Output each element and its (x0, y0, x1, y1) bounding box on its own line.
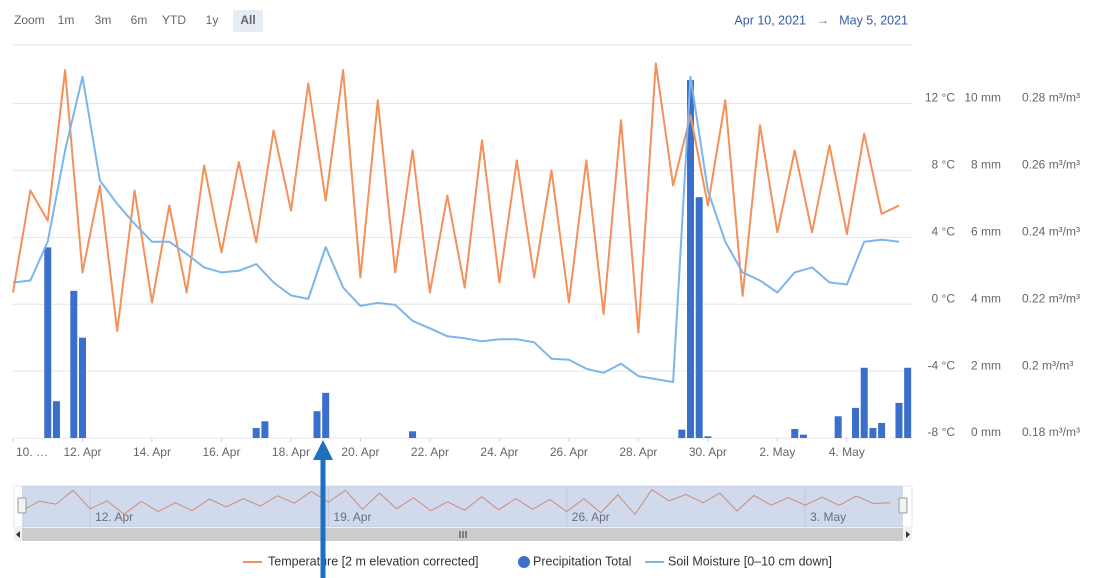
y2-tick-label: 0 mm (971, 425, 1001, 439)
x-tick-label: 10. … (16, 445, 48, 459)
bar (895, 402, 903, 438)
series-line (12, 62, 900, 334)
bar (252, 427, 260, 438)
x-tick-label: 4. May (829, 445, 865, 459)
bar (904, 367, 912, 438)
zoom-label: Zoom (14, 13, 45, 27)
navigator-mask (22, 486, 903, 527)
bar (791, 428, 799, 438)
bar (70, 290, 78, 438)
legend-label[interactable]: Temperature [2 m elevation corrected] (268, 554, 479, 568)
x-tick-label: 28. Apr (619, 445, 657, 459)
x-tick-label: 26. Apr (550, 445, 588, 459)
range-button[interactable]: All (240, 13, 255, 27)
bar (834, 416, 842, 438)
bar (704, 436, 712, 438)
y3-tick-label: 0.22 m³/m³ (1022, 291, 1080, 305)
y-tick-label: -4 °C (928, 358, 956, 372)
scrollbar-arrow-left[interactable] (16, 531, 20, 538)
range-button[interactable]: YTD (162, 13, 186, 27)
y-tick-label: 12 °C (925, 91, 955, 105)
x-tick-label: 16. Apr (202, 445, 240, 459)
legend-label[interactable]: Precipitation Total (533, 554, 631, 568)
bar (313, 411, 321, 438)
navigator-handle[interactable] (17, 497, 27, 514)
y-tick-label: 0 °C (932, 291, 956, 305)
navigator-line (21, 489, 891, 516)
bar (695, 197, 703, 438)
x-tick-label: 14. Apr (133, 445, 171, 459)
arrow-head (313, 440, 333, 460)
bar (261, 421, 269, 438)
y2-tick-label: 2 mm (971, 358, 1001, 372)
y3-tick-label: 0.2 m³/m³ (1022, 358, 1073, 372)
navigator-handle[interactable] (898, 497, 908, 514)
bar (409, 431, 417, 438)
navigator-tick-label: 3. May (810, 510, 846, 524)
navigator-tick-label: 19. Apr (333, 510, 371, 524)
bar (852, 407, 860, 438)
y2-tick-label: 10 mm (964, 91, 1001, 105)
date-from[interactable]: Apr 10, 2021 (734, 13, 806, 27)
y3-tick-label: 0.24 m³/m³ (1022, 224, 1080, 238)
y2-tick-label: 6 mm (971, 224, 1001, 238)
y2-tick-label: 8 mm (971, 158, 1001, 172)
x-tick-label: 18. Apr (272, 445, 310, 459)
bar (678, 429, 686, 438)
range-button: 1y (206, 13, 219, 27)
range-button-bg (233, 10, 263, 32)
y-tick-label: -8 °C (928, 425, 956, 439)
y3-tick-label: 0.18 m³/m³ (1022, 425, 1080, 439)
y-tick-label: 4 °C (932, 224, 956, 238)
bar (52, 401, 60, 438)
range-button: 3m (95, 13, 112, 27)
arrow-annotation (313, 440, 333, 578)
x-tick-label: 2. May (759, 445, 795, 459)
date-to[interactable]: May 5, 2021 (839, 13, 908, 27)
bar (44, 247, 52, 438)
bar (869, 427, 877, 438)
legend-label[interactable]: Soil Moisture [0–10 cm down] (668, 554, 832, 568)
legend-symbol (518, 556, 530, 568)
x-tick-label: 20. Apr (341, 445, 379, 459)
bar (860, 367, 868, 438)
y2-tick-label: 4 mm (971, 291, 1001, 305)
range-button: 6m (131, 13, 148, 27)
bar (799, 434, 807, 438)
y-tick-label: 8 °C (932, 158, 956, 172)
date-separator: → (817, 13, 829, 27)
navigator-tick-label: 26. Apr (572, 510, 610, 524)
y3-tick-label: 0.26 m³/m³ (1022, 158, 1080, 172)
x-tick-label: 22. Apr (411, 445, 449, 459)
navigator-frame (13, 485, 913, 528)
x-tick-label: 24. Apr (480, 445, 518, 459)
x-tick-label: 12. Apr (63, 445, 101, 459)
range-button: 1m (58, 13, 75, 27)
bar (687, 80, 695, 439)
bar (322, 392, 330, 438)
bar (78, 337, 86, 438)
x-tick-label: 30. Apr (689, 445, 727, 459)
series-line (12, 75, 900, 384)
scrollbar-arrow-right[interactable] (906, 531, 910, 538)
y3-tick-label: 0.28 m³/m³ (1022, 91, 1080, 105)
bar (878, 422, 886, 438)
